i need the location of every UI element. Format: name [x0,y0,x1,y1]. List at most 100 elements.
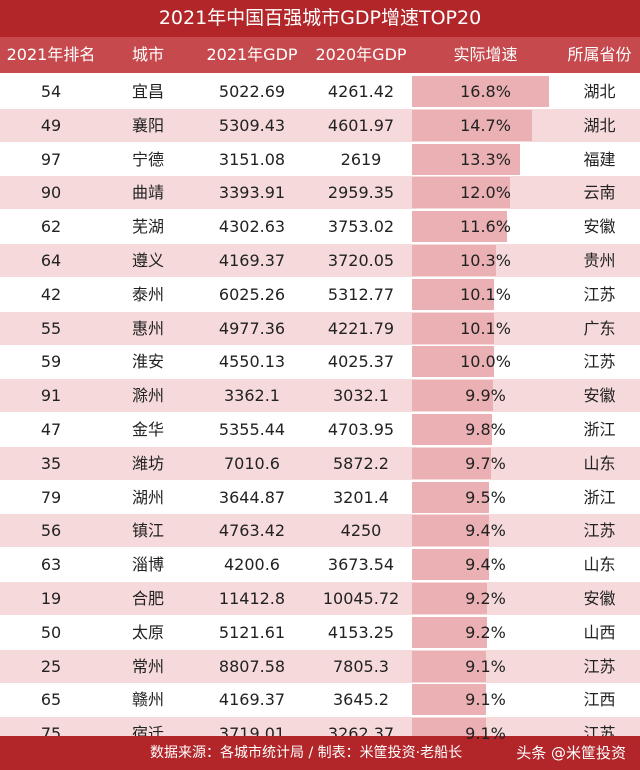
cell-gdp-2020: 4703.95 [327,419,395,439]
cell-gdp-2021: 4550.13 [218,352,286,372]
cell-gdp-2021: 5121.61 [218,622,286,642]
cell-gdp-2021: 5022.69 [218,82,286,101]
growth-bar [412,650,487,682]
growth-label: 9.2% [465,622,506,642]
growth-label: 9.9% [465,386,506,406]
data-source: 数据来源：各城市统计局 / 制表：米筐投资·老船长 [150,745,463,761]
cell-province: 安徽 [583,386,616,406]
growth-bar [412,109,532,141]
table-row: 91 滁州 3362.1 3032.1 9.9% 安徽 [0,379,640,413]
cell-rank: 97 [40,149,62,169]
cell-growth: 13.3% [412,143,559,176]
cell-gdp-2021: 7010.6 [224,453,280,473]
cell-growth: 9.4% [412,548,559,581]
cell-city: 宜昌 [131,82,164,101]
growth-bar [412,177,510,209]
cell-province: 安徽 [583,217,616,237]
table-row: 65 赣州 4169.37 3645.2 9.1% 江西 [0,683,640,717]
cell-growth: 12.0% [412,176,559,209]
table-row: 90 曲靖 3393.91 2959.35 12.0% 云南 [0,176,640,210]
cell-city: 镇江 [131,521,164,541]
table-title: 2021年中国百强城市GDP增速TOP20 [0,0,640,37]
cell-gdp-2021: 4302.63 [218,217,286,237]
growth-bar [412,549,489,581]
cell-growth: 9.2% [412,616,559,649]
cell-gdp-2021: 3644.87 [218,487,286,507]
cell-gdp-2021: 4169.37 [218,690,286,710]
cell-growth: 9.9% [412,379,559,412]
cell-rank: 19 [40,588,62,608]
cell-gdp-2020: 2619 [340,149,382,169]
cell-gdp-2020: 5872.2 [333,453,389,473]
cell-rank: 79 [40,487,62,507]
table-row: 64 遵义 4169.37 3720.05 10.3% 贵州 [0,243,640,277]
watermark: 头条 @米筐投资 [516,744,626,762]
cell-city: 襄阳 [131,115,164,135]
table-row: 97 宁德 3151.08 2619 13.3% 福建 [0,142,640,176]
table-row: 25 常州 8807.58 7805.3 9.1% 江苏 [0,649,640,683]
cell-gdp-2021: 8807.58 [218,656,286,676]
table-row: 50 太原 5121.61 4153.25 9.2% 山西 [0,615,640,649]
growth-label: 12.0% [460,183,511,203]
growth-bar [412,143,521,175]
growth-label: 13.3% [460,149,511,169]
cell-city: 太原 [131,622,164,642]
cell-gdp-2021: 4763.42 [218,521,286,541]
header-growth: 实际增速 [453,45,518,64]
table-row: 47 金华 5355.44 4703.95 9.8% 浙江 [0,412,640,446]
cell-city: 湖州 [131,487,164,507]
cell-city: 曲靖 [131,183,164,203]
cell-rank: 91 [40,386,62,406]
cell-city: 惠州 [131,318,164,338]
table-row: 55 惠州 4977.36 4221.79 10.1% 广东 [0,311,640,345]
table-row: 63 淄博 4200.6 3673.54 9.4% 山东 [0,548,640,582]
table-row: 62 芜湖 4302.63 3753.02 11.6% 安徽 [0,210,640,244]
cell-city: 遵义 [131,250,164,270]
cell-province: 云南 [583,183,616,203]
cell-rank: 56 [40,521,62,541]
growth-bar [412,582,488,614]
cell-gdp-2020: 3032.1 [333,386,389,406]
cell-gdp-2020: 3720.05 [327,250,395,270]
table-row: 79 湖州 3644.87 3201.4 9.5% 浙江 [0,480,640,514]
cell-growth: 9.7% [412,447,559,480]
cell-rank: 62 [40,217,62,237]
growth-label: 9.4% [465,555,506,575]
growth-label: 14.7% [460,115,511,135]
cell-growth: 9.8% [412,413,559,446]
growth-label: 9.1% [465,724,506,744]
growth-label: 10.3% [460,250,511,270]
cell-rank: 47 [40,419,62,439]
growth-bar [412,346,494,378]
growth-bar [412,515,489,547]
growth-label: 11.6% [460,217,511,237]
table-row: 49 襄阳 5309.43 4601.97 14.7% 湖北 [0,108,640,142]
cell-rank: 25 [40,656,62,676]
growth-label: 10.1% [460,284,511,304]
cell-city: 常州 [131,656,164,676]
growth-bar [412,447,492,479]
cell-gdp-2021: 4200.6 [224,555,280,575]
table-body: 54 宜昌 5022.69 4261.42 16.8% 湖北 49 襄阳 5309.43 4601… [0,75,640,751]
cell-province: 山东 [583,453,616,473]
growth-label: 10.0% [460,352,511,372]
cell-gdp-2020: 3753.02 [327,217,395,237]
header-province: 所属省份 [567,45,632,64]
footer: 数据来源：各城市统计局 / 制表：米筐投资·老船长 头条 @米筐投资 [0,736,640,770]
growth-bar [412,616,488,648]
cell-gdp-2021: 4169.37 [218,250,286,270]
cell-growth: 9.1% [412,683,559,716]
cell-gdp-2020: 4261.42 [327,82,395,101]
cell-rank: 50 [40,622,62,642]
cell-growth: 14.7% [412,109,559,142]
cell-rank: 42 [40,284,62,304]
table-row: 59 淮安 4550.13 4025.37 10.0% 江苏 [0,345,640,379]
cell-gdp-2020: 4250 [340,521,382,541]
cell-rank: 55 [40,318,62,338]
cell-gdp-2020: 3645.2 [333,690,389,710]
cell-gdp-2021: 3393.91 [218,183,286,203]
cell-province: 江苏 [583,284,616,304]
cell-city: 赣州 [131,690,164,710]
cell-growth: 9.5% [412,481,559,514]
cell-city: 合肥 [131,588,164,608]
